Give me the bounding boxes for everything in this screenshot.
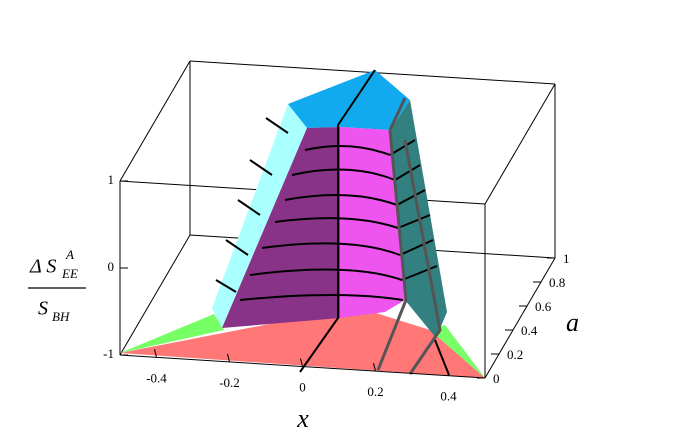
surface: [120, 69, 485, 378]
z-label-num-sub: EE: [61, 266, 78, 281]
x-tick-label: 0.4: [440, 389, 457, 404]
box-edge: [484, 257, 556, 379]
z-label-num-sup: A: [65, 247, 74, 262]
x-tick: [446, 367, 449, 376]
x-tick: [373, 362, 376, 372]
z-label-den-sub: BH: [52, 309, 70, 324]
x-label: x: [296, 404, 309, 433]
x-tick: [300, 358, 303, 367]
z-label-den: S: [38, 298, 48, 320]
face-top: [288, 70, 410, 130]
a-tick-label: 1: [563, 251, 570, 266]
a-tick-label: 0.4: [521, 323, 538, 338]
face-left: [212, 104, 307, 328]
x-tick-label: -0.4: [146, 370, 167, 385]
floor-left: [120, 314, 224, 353]
z-tick-label: -1: [103, 346, 114, 361]
z-label: Δ S EE A S BH: [28, 247, 86, 324]
contours-left: [215, 117, 289, 293]
a-tick-label: 0.6: [535, 299, 552, 314]
box-front: -0.4 -0.2 0 0.2 0.4 0 0.2 0.4 0.6 0.8 1 -1 0 1: [103, 172, 569, 404]
floor: [120, 308, 485, 378]
contours-front: [239, 145, 404, 301]
box-edge: [119, 234, 191, 356]
x-tick-label: -0.2: [219, 375, 240, 390]
a-tick-label: 0.8: [549, 275, 565, 290]
x-tick-label: 0: [299, 379, 306, 394]
ridge-line: [299, 69, 376, 373]
section-line: [376, 97, 408, 371]
face-front: [222, 127, 340, 328]
section-line: [403, 139, 442, 375]
x-tick: [154, 349, 157, 358]
z-label-num: Δ S: [29, 256, 56, 278]
box-edge: [119, 60, 191, 182]
contours-right: [389, 139, 438, 281]
x-tick-label: 0.2: [367, 384, 383, 399]
z-tick-label: 0: [108, 259, 115, 274]
z-tick-label: 1: [108, 172, 115, 187]
a-label: a: [566, 308, 579, 337]
x-tick: [227, 353, 230, 363]
a-tick-label: 0: [493, 371, 500, 386]
a-tick-label: 0.2: [507, 347, 523, 362]
box-edge: [484, 83, 556, 205]
floor-right: [430, 325, 485, 378]
